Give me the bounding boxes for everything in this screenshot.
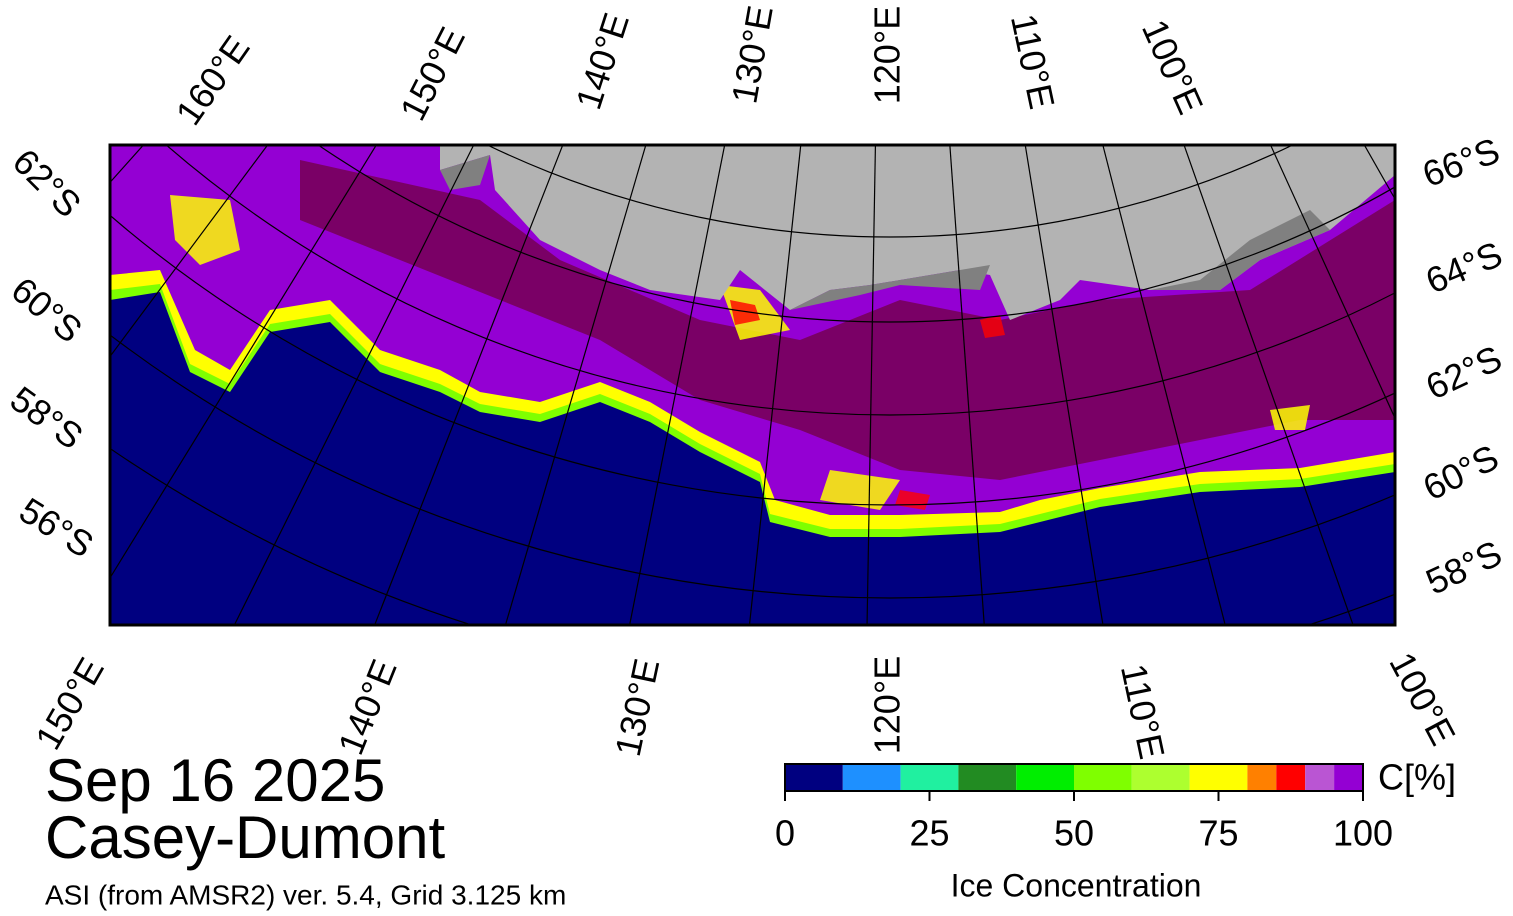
coordinate-label: 120°E (867, 6, 908, 104)
coordinate-label: 150°E (392, 20, 473, 126)
meridian-line (748, 145, 802, 625)
meridian-line (110, 145, 269, 358)
coordinate-label: 62°S (5, 141, 89, 225)
colorbar-bin (1247, 764, 1277, 791)
colorbar-bin (842, 764, 901, 791)
coordinate-label: 130°E (723, 2, 780, 106)
map-area (110, 145, 1395, 625)
meridian-line (374, 145, 564, 625)
meridian-line (629, 145, 726, 625)
colorbar-tick-label: 25 (909, 813, 949, 854)
coordinate-label: 62°S (1420, 337, 1508, 407)
latitude-line (317, 145, 1395, 323)
coordinate-label: 110°E (1113, 660, 1173, 762)
source-note: ASI (from AMSR2) ver. 5.4, Grid 3.125 km (45, 879, 566, 910)
coordinate-label: 100°E (1134, 13, 1212, 120)
colorbar-bin (1276, 764, 1306, 791)
colorbar-bin (1131, 764, 1190, 791)
latitude-line (110, 333, 1395, 599)
colorbar-tick-label: 0 (775, 813, 795, 854)
colorbar-bin (1305, 764, 1335, 791)
coordinate-label: 60°S (1416, 436, 1505, 508)
coordinate-label: 58°S (3, 378, 91, 457)
date-title: Sep 16 2025 (45, 747, 385, 814)
colorbar-tick-label: 100 (1333, 813, 1393, 854)
land (440, 145, 1395, 320)
graticule (110, 145, 1395, 625)
colorbar-bin (900, 764, 959, 791)
coordinate-label: 140°E (330, 654, 405, 761)
region-title: Casey-Dumont (45, 804, 445, 871)
meridian-line (1024, 145, 1104, 625)
meridian-line (866, 145, 877, 625)
coordinate-label: 160°E (168, 28, 258, 132)
colorbar-tick-label: 75 (1198, 813, 1238, 854)
coordinate-label: 150°E (27, 651, 112, 757)
colorbar-bin (1074, 764, 1132, 791)
meridian-line (110, 145, 378, 580)
coordinate-label: 66°S (1417, 130, 1505, 195)
coordinate-label: 64°S (1420, 233, 1508, 301)
latitude-line (165, 145, 1395, 416)
map-frame (108, 143, 1397, 627)
colorbar-bin (785, 764, 843, 791)
colorbar-bin (1334, 764, 1363, 791)
coordinate-label: 110°E (1003, 10, 1063, 112)
colorbar: 0 25 50 75 100 C[%] Ice Concentration (775, 757, 1456, 904)
meridian-line (504, 145, 647, 625)
colorbar-unit: C[%] (1378, 757, 1456, 798)
meridian-line (1102, 145, 1226, 625)
meridian-line (233, 145, 475, 625)
colorbar-bin (1016, 764, 1074, 791)
coordinate-label: 60°S (4, 269, 90, 351)
meridian-line (1183, 145, 1354, 625)
sea-ice-full (300, 160, 1395, 480)
coordinate-label: 56°S (12, 489, 100, 565)
colorbar-tick-label: 50 (1054, 813, 1094, 854)
coordinate-label: 120°E (867, 656, 908, 754)
colorbar-bin (958, 764, 1017, 791)
coordinate-label: 130°E (607, 655, 668, 760)
coordinate-label: 58°S (1420, 532, 1508, 602)
meridian-line (949, 145, 985, 625)
colorbar-bin (1189, 764, 1248, 791)
latitude-line (486, 145, 1294, 238)
latitude-line (110, 214, 1395, 506)
coordinate-label: 140°E (567, 8, 636, 114)
coordinate-label: 100°E (1381, 645, 1463, 751)
colorbar-label: Ice Concentration (951, 867, 1202, 903)
